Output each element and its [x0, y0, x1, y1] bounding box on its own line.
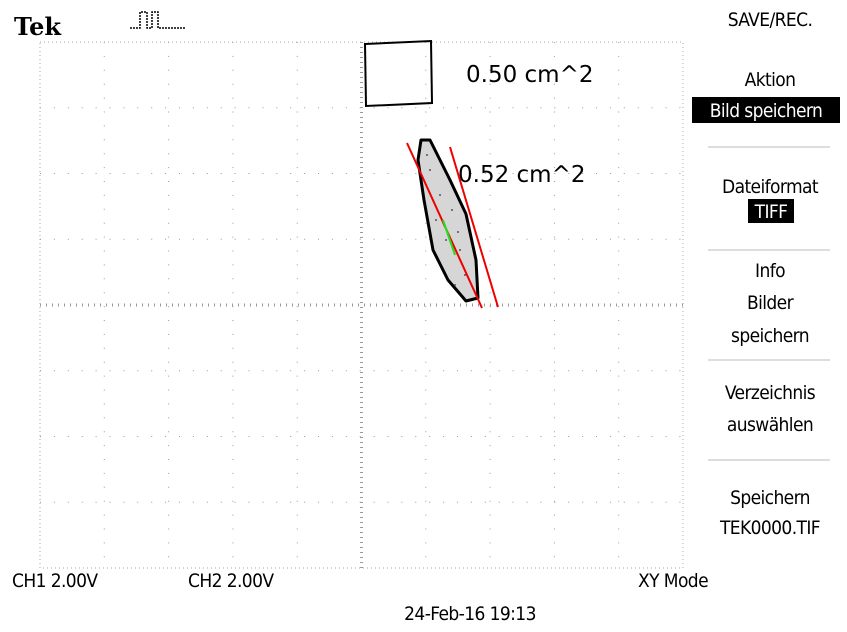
- menu-label[interactable]: Aktion: [745, 69, 796, 91]
- channel-1: CH1 2.00V: [12, 570, 98, 592]
- scope-screen: Tek 0.50 cm^2 0.52 cm^2 SAVE/REC. Aktion…: [0, 0, 847, 632]
- menu-label[interactable]: Info: [755, 260, 785, 282]
- menu-label[interactable]: Dateiformat: [722, 176, 819, 198]
- annotation: 0.52 cm^2: [458, 162, 585, 188]
- mode: XY Mode: [638, 570, 708, 592]
- menu-label[interactable]: Speichern: [730, 487, 810, 509]
- menu-title: SAVE/REC.: [728, 9, 813, 31]
- annotation: 0.50 cm^2: [466, 62, 593, 88]
- menu-label[interactable]: TEK0000.TIF: [719, 517, 820, 539]
- menu-label[interactable]: speichern: [731, 325, 809, 347]
- menu-label[interactable]: auswählen: [727, 414, 813, 436]
- menu-value[interactable]: TIFF: [754, 201, 788, 223]
- channel-2: CH2 2.00V: [188, 570, 274, 592]
- menu-label[interactable]: Verzeichnis: [725, 382, 816, 404]
- brand: Tek: [14, 12, 62, 41]
- menu-value[interactable]: Bild speichern: [710, 100, 822, 122]
- timestamp: 24-Feb-16 19:13: [404, 603, 536, 625]
- menu-label[interactable]: Bilder: [747, 292, 795, 314]
